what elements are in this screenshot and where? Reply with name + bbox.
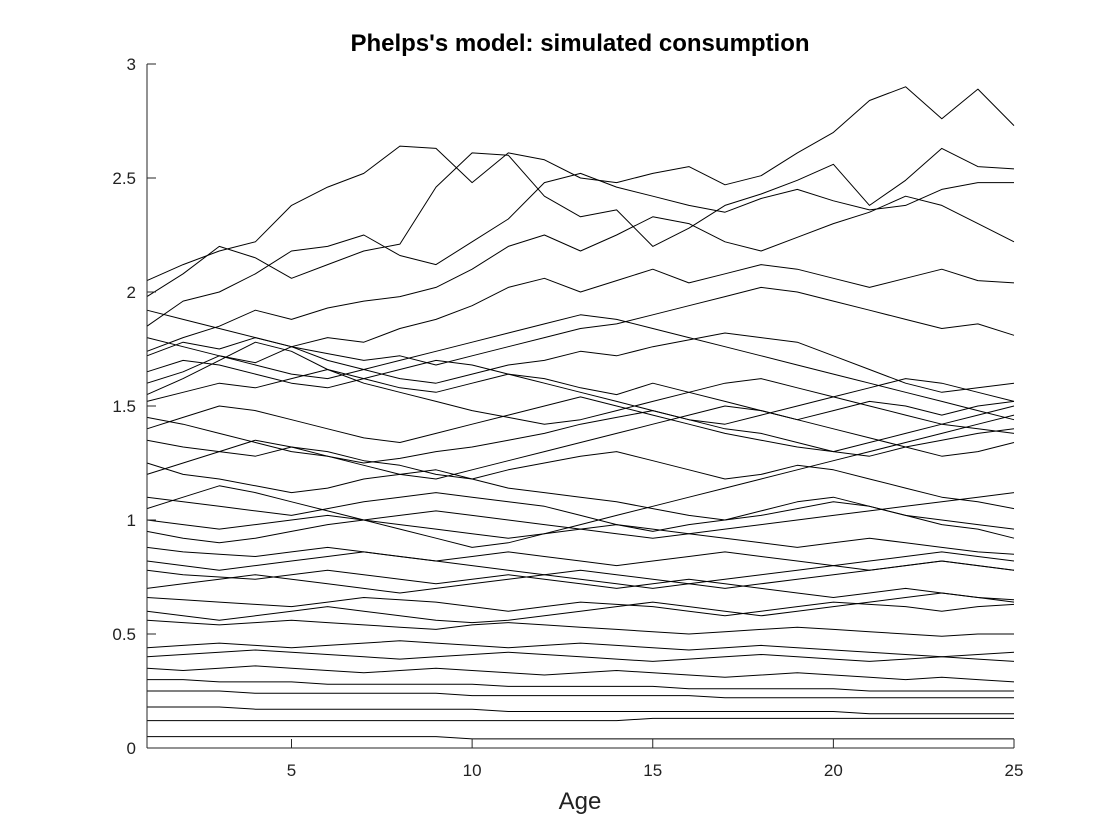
x-tick-label: 5	[287, 761, 296, 780]
series-line-31	[146, 649, 1015, 662]
series-line-19	[146, 665, 1015, 683]
series-line-2	[146, 147, 1015, 298]
series-line-17	[146, 619, 1014, 637]
axes-layer: 5 10 15 20 25 0 0.5 1 1.5 2 2.5 3	[112, 55, 1023, 780]
series-line-15	[146, 569, 1015, 601]
series-line-16	[146, 597, 1015, 617]
series-line-4	[146, 195, 1015, 352]
series-line-32	[146, 405, 1015, 480]
x-axis-label: Age	[558, 788, 602, 815]
series-line-13	[146, 514, 1015, 555]
series-line-1	[146, 86, 1015, 282]
x-tick-label: 10	[463, 761, 482, 780]
series-line-24	[147, 736, 1014, 740]
series-line-21	[147, 690, 1014, 699]
series-line-22	[147, 706, 1014, 715]
series-layer	[146, 86, 1015, 740]
series-line-7	[146, 332, 1015, 393]
y-tick-label: 0.5	[112, 625, 136, 644]
y-tick-label: 0	[127, 739, 136, 758]
y-tick-label: 1.5	[112, 397, 136, 416]
series-line-23	[147, 717, 1014, 722]
series-line-18	[146, 640, 1015, 662]
series-line-25	[146, 341, 1015, 434]
series-line-8	[146, 369, 1015, 421]
series-line-3	[146, 172, 1014, 327]
series-line-29	[146, 560, 1015, 594]
chart-title: Phelps's model: simulated consumption	[350, 30, 810, 57]
series-line-5	[146, 264, 1015, 384]
series-line-11	[146, 462, 1015, 539]
series-line-33	[146, 314, 1015, 421]
series-line-28	[146, 492, 1015, 544]
series-line-20	[147, 679, 1014, 692]
series-line-34	[146, 414, 1015, 548]
x-tick-label: 20	[824, 761, 843, 780]
x-tick-label: 15	[643, 761, 662, 780]
series-line-35	[146, 551, 1015, 589]
series-line-12	[146, 492, 1015, 532]
series-line-9	[146, 410, 1015, 464]
y-tick-label: 2.5	[112, 169, 136, 188]
series-line-30	[146, 592, 1015, 624]
series-line-26	[146, 396, 1015, 453]
y-tick-label: 2	[127, 283, 136, 302]
y-tick-label: 1	[127, 511, 136, 530]
series-line-27	[146, 359, 1015, 425]
y-tick-label: 3	[127, 55, 136, 74]
x-tick-label: 25	[1005, 761, 1024, 780]
